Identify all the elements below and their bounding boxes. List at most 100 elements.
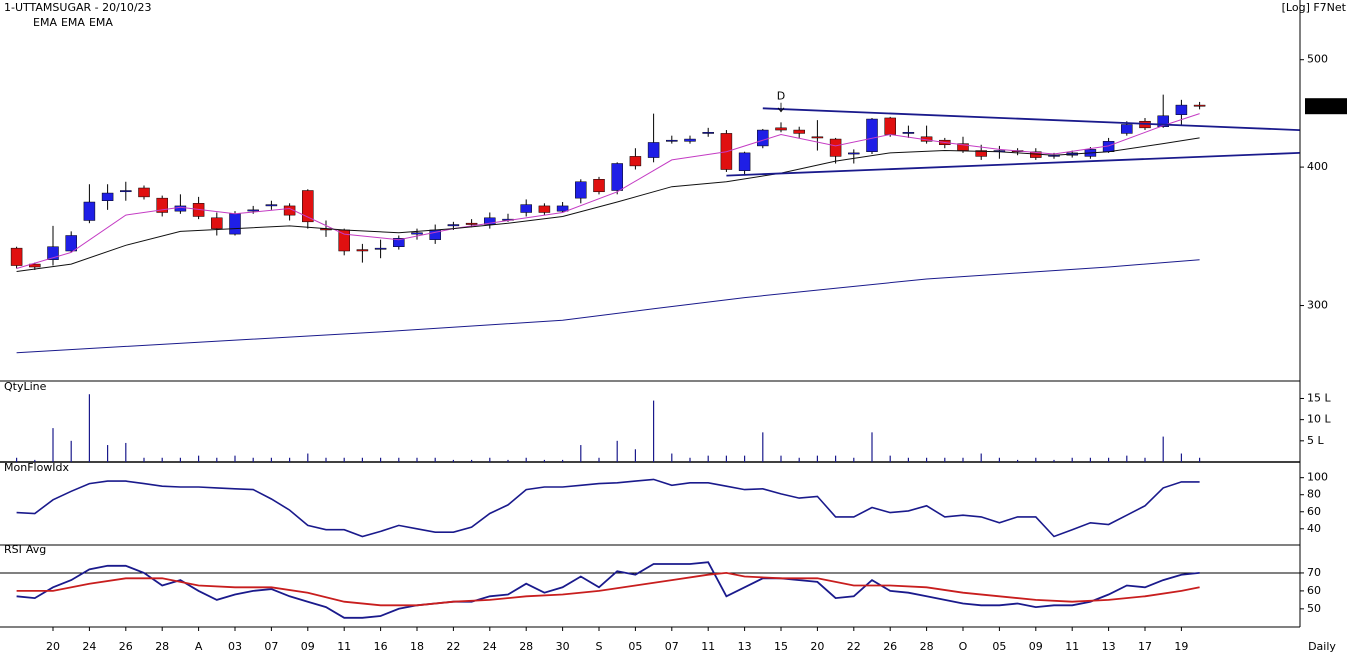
candle-body xyxy=(811,136,824,139)
trend-line xyxy=(762,107,1300,131)
x-tick-label: 07 xyxy=(264,640,278,653)
x-tick-label: 09 xyxy=(1029,640,1043,653)
x-tick-label: 09 xyxy=(301,640,315,653)
candle-body xyxy=(1121,124,1133,134)
y-tick-label: 100 xyxy=(1307,471,1328,484)
x-tick-label: 18 xyxy=(410,640,424,653)
candle-body xyxy=(101,192,114,201)
candle-body xyxy=(356,249,369,252)
x-tick-label: S xyxy=(596,640,603,653)
series-line xyxy=(16,571,1200,607)
legend-entry: EMA xyxy=(33,16,57,29)
legend-entry: EMA xyxy=(61,16,85,29)
x-tick-label: 11 xyxy=(337,640,351,653)
candle-body xyxy=(247,209,259,212)
x-tick-label: 11 xyxy=(1065,640,1079,653)
candle-body xyxy=(138,187,150,198)
x-tick-label: 05 xyxy=(992,640,1006,653)
annotation: D xyxy=(777,90,785,103)
series-line xyxy=(16,137,1200,272)
candle-body xyxy=(702,132,714,134)
candle-body xyxy=(174,205,187,212)
candle-body xyxy=(738,152,751,171)
candle-body xyxy=(611,163,623,191)
y-tick-label: 40 xyxy=(1307,522,1321,535)
trend-line xyxy=(726,152,1300,177)
candle-body xyxy=(338,229,350,252)
candle-body xyxy=(757,129,769,147)
y-tick-label: 15 L xyxy=(1307,391,1331,404)
x-tick-label: 19 xyxy=(1174,640,1188,653)
x-tick-label: 07 xyxy=(665,640,679,653)
candle-body xyxy=(647,142,660,158)
candle-body xyxy=(684,138,696,142)
period-label: Daily xyxy=(1308,640,1336,653)
candle-body xyxy=(902,132,915,134)
candle-body xyxy=(829,138,842,157)
x-tick-label: 28 xyxy=(519,640,533,653)
candle-body xyxy=(556,205,569,212)
x-tick-label: 26 xyxy=(119,640,133,653)
candle-body xyxy=(520,204,532,213)
x-tick-label: 20 xyxy=(810,640,824,653)
candle-body xyxy=(465,222,478,225)
x-tick-label: 15 xyxy=(774,640,788,653)
candle-body xyxy=(411,232,423,235)
x-tick-label: O xyxy=(959,640,968,653)
candle-body xyxy=(374,247,387,250)
x-tick-label: 17 xyxy=(1138,640,1152,653)
x-tick-label: 03 xyxy=(228,640,242,653)
candle-body xyxy=(848,152,860,155)
candle-body xyxy=(156,197,168,213)
x-tick-label: 28 xyxy=(155,640,169,653)
x-tick-label: 13 xyxy=(738,640,752,653)
candle-body xyxy=(10,247,23,266)
indicator-line xyxy=(16,478,1200,538)
candle-body xyxy=(1193,104,1206,107)
series-line xyxy=(16,561,1200,619)
series-line xyxy=(16,113,1200,269)
candle-body xyxy=(666,139,678,142)
x-tick-label: 26 xyxy=(883,640,897,653)
candle-body xyxy=(1157,115,1169,127)
scale-label: [Log] F7Net xyxy=(1282,1,1347,14)
candle-body xyxy=(47,246,59,260)
legend-entry: Avg xyxy=(26,543,46,556)
x-tick-label: 24 xyxy=(483,640,497,653)
y-tick-label: 300 xyxy=(1307,299,1328,312)
y-tick-label: 400 xyxy=(1307,160,1328,173)
x-tick-label: 30 xyxy=(556,640,570,653)
candle-body xyxy=(302,190,314,223)
candle-body xyxy=(211,217,223,229)
candle-body xyxy=(283,205,296,216)
candle-body xyxy=(593,179,605,193)
y-tick-label: 60 xyxy=(1307,584,1321,597)
candle-body xyxy=(265,204,278,207)
candle-body xyxy=(538,205,551,213)
candle-body xyxy=(120,190,132,193)
candle-body xyxy=(447,224,460,227)
candle-body xyxy=(83,201,96,221)
y-tick-label: 80 xyxy=(1307,488,1321,501)
y-tick-label: 10 L xyxy=(1307,413,1331,426)
x-tick-label: 24 xyxy=(82,640,96,653)
candle-body xyxy=(884,117,896,135)
y-tick-label: 50 xyxy=(1307,602,1321,615)
annotation-arrow xyxy=(777,102,785,113)
x-tick-label: 22 xyxy=(446,640,460,653)
candle-body xyxy=(866,118,878,152)
candle-body xyxy=(975,150,987,157)
candle-body xyxy=(775,127,787,131)
y-tick-label: 70 xyxy=(1307,566,1321,579)
candle-body xyxy=(29,263,41,268)
series-line xyxy=(16,259,1200,354)
last-price-label: 453.95 xyxy=(1307,99,1346,112)
legend-entry: EMA xyxy=(89,16,113,29)
candle-body xyxy=(629,156,642,167)
x-tick-label: 22 xyxy=(847,640,861,653)
chart-title: 1-UTTAMSUGAR - 20/10/23 xyxy=(4,1,152,14)
x-tick-label: 11 xyxy=(701,640,715,653)
candle-body xyxy=(393,238,405,247)
candle-body xyxy=(793,129,805,134)
